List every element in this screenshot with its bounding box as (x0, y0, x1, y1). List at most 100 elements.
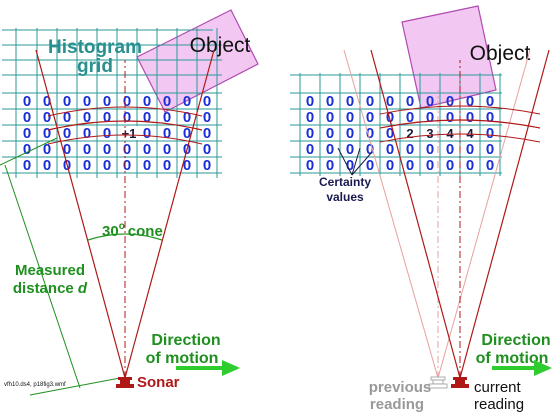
right-cell: 0 (346, 109, 354, 126)
left-distance-var: d (78, 280, 88, 297)
left-cell: 0 (83, 109, 91, 126)
right-cell: 0 (426, 157, 434, 174)
right-certainty-line2: values (326, 190, 364, 204)
left-increment-cell-bg (118, 126, 140, 140)
right-cell: 0 (346, 157, 354, 174)
right-cell-certainty: 4 (446, 126, 454, 141)
left-cell: 0 (23, 109, 31, 126)
right-object-box (401, 5, 497, 109)
right-motion-line2: of motion (476, 350, 549, 367)
right-cell: 0 (306, 157, 314, 174)
left-sonar-icon (116, 377, 134, 388)
left-sonar-beam (35, 49, 215, 379)
left-file-note: vfh10.ds4, p18fig3.wmf (4, 382, 66, 388)
left-grid-title-line2: grid (77, 56, 113, 77)
right-cell: 0 (406, 157, 414, 174)
right-cell: 0 (366, 109, 374, 126)
left-cell: 0 (43, 93, 51, 110)
right-cell: 0 (406, 109, 414, 126)
left-motion-line1: Direction (151, 332, 220, 349)
right-cell: 0 (446, 93, 454, 110)
left-cell: 0 (163, 141, 171, 158)
left-cell: 0 (43, 141, 51, 158)
left-cell: 0 (163, 93, 171, 110)
left-cell: 0 (83, 141, 91, 158)
right-cell: 0 (306, 125, 314, 142)
right-motion-line1: Direction (481, 332, 550, 349)
left-motion-line2: of motion (146, 350, 219, 367)
left-cell: 0 (123, 157, 131, 174)
left-cell: 0 (23, 125, 31, 142)
left-cell: 0 (103, 141, 111, 158)
right-current-line1: current (474, 379, 522, 396)
right-cell: 0 (326, 141, 334, 158)
right-cell: 0 (486, 109, 494, 126)
right-previous-line1: previous (369, 379, 432, 396)
left-cell: 0 (163, 157, 171, 174)
left-cell: 0 (123, 141, 131, 158)
right-cell: 0 (306, 109, 314, 126)
left-cell: 0 (203, 141, 211, 158)
left-cell: 0 (43, 157, 51, 174)
right-object-label: Object (470, 42, 531, 65)
left-cell: 0 (63, 125, 71, 142)
left-cone-degree: o (119, 221, 125, 232)
left-cell: 0 (83, 157, 91, 174)
left-cell: 0 (203, 93, 211, 110)
left-cell: 0 (63, 141, 71, 158)
right-cell: 0 (346, 141, 354, 158)
left-cell: 0 (43, 109, 51, 126)
left-panel: 0 0 0 0 0 0 0 0 0 0 0 0 0 0 0 0 0 0 0 0 … (0, 9, 259, 396)
right-cell: 0 (306, 93, 314, 110)
right-cell: 0 (486, 157, 494, 174)
left-cell: 0 (163, 109, 171, 126)
right-cell: 0 (326, 125, 334, 142)
right-cell: 0 (346, 125, 354, 142)
right-cell: 0 (486, 93, 494, 110)
left-cell: 0 (143, 157, 151, 174)
right-cell: 0 (386, 109, 394, 126)
right-previous-sonar-icon (428, 376, 448, 389)
left-cone-angle: 30 (102, 223, 119, 240)
left-cell: 0 (23, 141, 31, 158)
right-certainty-line1: Certainty (319, 175, 371, 189)
left-histogram-grid (2, 28, 222, 178)
left-cell: 0 (183, 93, 191, 110)
right-cell: 0 (386, 125, 394, 142)
right-cell: 0 (366, 125, 374, 142)
right-cell: 0 (426, 93, 434, 110)
left-cell: 0 (203, 109, 211, 126)
right-cell: 0 (406, 93, 414, 110)
left-cell: 0 (163, 125, 171, 142)
right-current-sonar-icon (451, 377, 469, 388)
left-cell: 0 (83, 125, 91, 142)
left-cell: 0 (103, 157, 111, 174)
right-cell: 0 (346, 93, 354, 110)
left-grid-title-line1: Histogram (48, 37, 142, 58)
right-cell: 0 (366, 141, 374, 158)
left-cell: 0 (103, 93, 111, 110)
left-cell: 0 (43, 125, 51, 142)
left-cell: 0 (143, 109, 151, 126)
left-distance-bracket (0, 137, 121, 396)
left-cone-word: cone (128, 223, 163, 240)
right-cell: 0 (386, 93, 394, 110)
left-cell: 0 (83, 93, 91, 110)
left-cell: 0 (23, 93, 31, 110)
right-cell: 0 (406, 141, 414, 158)
right-cell: 0 (326, 109, 334, 126)
right-cell: 0 (446, 109, 454, 126)
left-cell: 0 (103, 109, 111, 126)
left-cell: 0 (143, 125, 151, 142)
left-distance-word: distance (13, 280, 74, 297)
left-cell: 0 (183, 109, 191, 126)
right-cell: 0 (366, 93, 374, 110)
right-certainty-pointers (337, 147, 373, 176)
right-cell: 0 (326, 93, 334, 110)
right-cell: 0 (466, 157, 474, 174)
right-current-beam (370, 49, 550, 379)
right-cell: 0 (426, 109, 434, 126)
right-previous-line2: reading (370, 396, 424, 413)
right-cell-certainty: 3 (426, 126, 433, 141)
